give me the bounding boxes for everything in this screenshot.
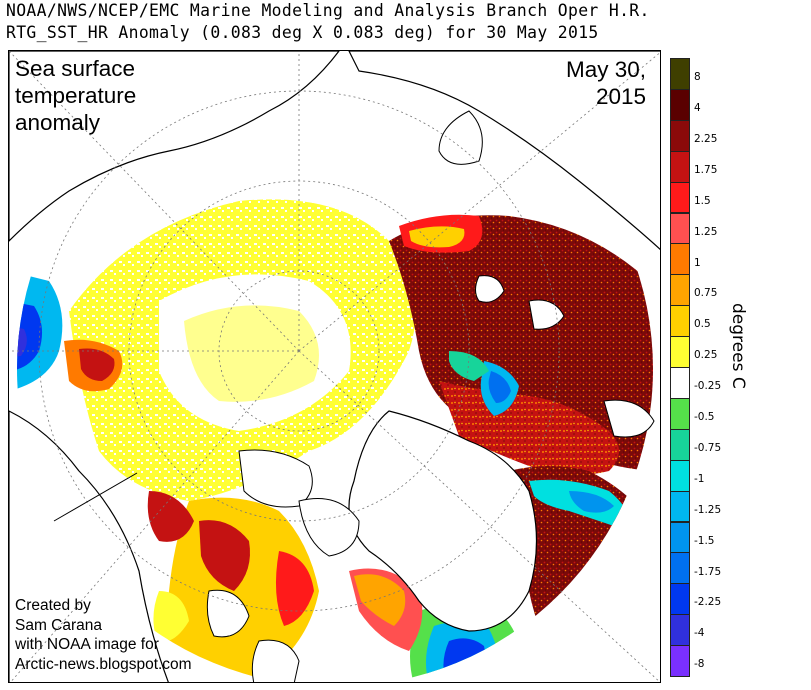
- legend-tick-label: 0.5: [694, 318, 711, 331]
- map-canvas: [9, 51, 660, 682]
- legend-swatch: [670, 521, 690, 554]
- legend-tick-label: 1.25: [694, 225, 718, 238]
- header-line-2: RTG_SST_HR Anomaly (0.083 deg X 0.083 de…: [6, 23, 599, 42]
- map-title: Sea surface temperature anomaly: [15, 55, 136, 136]
- north-america-landmass: [9, 410, 169, 682]
- legend-tick-label: -0.5: [694, 411, 715, 424]
- title-line-2: temperature: [15, 83, 137, 108]
- legend-unit-label: degrees C: [728, 303, 748, 389]
- legend-swatch: [670, 243, 690, 276]
- legend-tick-label: -1.25: [694, 503, 722, 516]
- legend-swatch: [670, 181, 690, 214]
- legend-swatch: [670, 459, 690, 492]
- date-line: [53, 472, 138, 522]
- greenland-landmass: [348, 410, 538, 632]
- legend-tick-label: 2.25: [694, 132, 718, 145]
- legend-swatch: [670, 645, 690, 677]
- legend-swatch: [670, 58, 690, 90]
- date-line-2: 2015: [595, 84, 646, 109]
- graticule: [9, 51, 660, 682]
- legend-tick-label: -0.25: [694, 380, 722, 393]
- legend-swatch: [670, 212, 690, 245]
- color-legend: 8 4 2.25 1.75 1.5 1.25 1 0.75 0.5 0.25 -0.25 -0.5 -0…: [670, 58, 721, 677]
- alaska-siberia-landmass: [9, 51, 340, 242]
- credit-line-2: Sam Carana: [15, 616, 103, 634]
- legend-tick-label: 1.5: [694, 194, 711, 207]
- legend-tick-label: 0.25: [694, 349, 718, 362]
- legend-tick-label: -8: [694, 658, 705, 671]
- legend-swatch: [670, 367, 690, 399]
- polar-sst-anomaly-map: Sea surface temperature anomaly May 30, …: [8, 50, 661, 683]
- legend-swatch: [670, 583, 690, 616]
- legend-tick-label: 1: [694, 256, 701, 269]
- title-line-1: Sea surface: [15, 56, 136, 81]
- legend-tick-label: 0.75: [694, 287, 718, 300]
- legend-swatch: [670, 614, 690, 647]
- header-line-1: NOAA/NWS/NCEP/EMC Marine Modeling and An…: [6, 1, 650, 20]
- legend-tick-label: -1.75: [694, 565, 722, 578]
- legend-tick-label: -1: [694, 472, 705, 485]
- credit-text: Created by Sam Carana with NOAA image fo…: [15, 596, 192, 674]
- legend-swatch: [670, 119, 690, 152]
- legend-tick-label: -4: [694, 627, 705, 640]
- legend-tick-label: 4: [694, 102, 701, 115]
- date-line-1: May 30,: [565, 57, 646, 82]
- legend-swatch: [670, 305, 690, 338]
- map-date: May 30, 2015: [566, 56, 646, 110]
- legend-swatch: [670, 490, 690, 523]
- legend-swatch: [670, 397, 690, 430]
- legend-tick-label: -0.75: [694, 441, 722, 454]
- legend-swatch: [670, 428, 690, 461]
- legend-swatch: [670, 150, 690, 183]
- legend-tick-label: -1.5: [694, 534, 715, 547]
- legend-tick-label: 1.75: [694, 163, 718, 176]
- title-line-3: anomaly: [15, 110, 101, 135]
- credit-line-1: Created by: [15, 597, 91, 614]
- legend-tick-label: -2.25: [694, 596, 722, 609]
- legend-swatch: [670, 88, 690, 121]
- credit-line-3: with NOAA image for: [15, 636, 159, 653]
- credit-line-4: Arctic-news.blogspot.com: [15, 655, 192, 673]
- legend-swatch: [670, 552, 690, 585]
- legend-tick-label: 8: [694, 71, 701, 84]
- legend-swatch: [670, 336, 690, 368]
- legend-swatch: [670, 274, 690, 307]
- eurasia-landmass: [348, 51, 660, 251]
